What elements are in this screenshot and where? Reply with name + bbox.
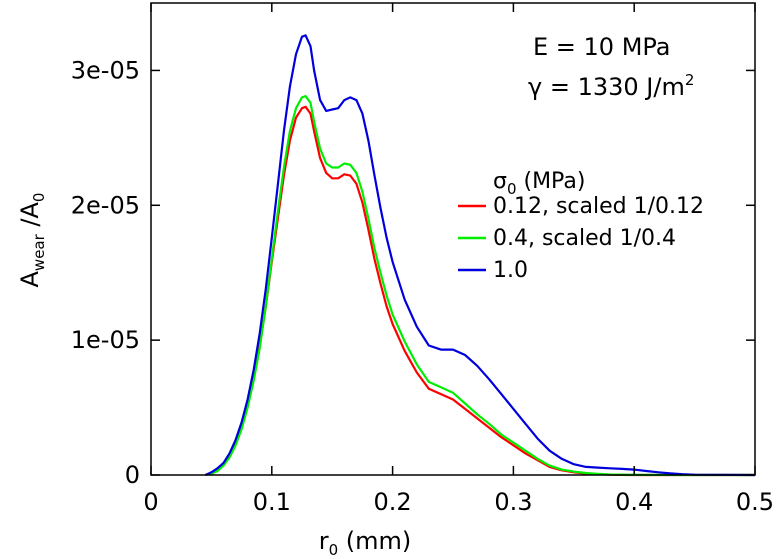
y-tick-label: 0: [125, 461, 140, 489]
x-tick-label: 0: [143, 488, 158, 516]
x-ticks: 0 0.1 0.2 0.3 0.4 0.5: [143, 3, 774, 516]
x-tick-label: 0.2: [374, 488, 412, 516]
legend: σ0 (MPa) 0.12, scaled 1/0.12 0.4, scaled …: [458, 169, 704, 283]
x-tick-label: 0.3: [494, 488, 532, 516]
y-ticks: 0 1e-05 2e-05 3e-05: [71, 56, 755, 489]
x-axis-label: r0 (mm): [319, 527, 412, 559]
series-line-2: [205, 95, 755, 477]
plot-series: [204, 34, 756, 477]
annotation-surface-energy: γ = 1330 J/m2: [528, 71, 694, 101]
legend-label-3: 1.0: [493, 258, 528, 283]
legend-label-2: 0.4, scaled 1/0.4: [493, 226, 676, 251]
x-tick-label: 0.1: [253, 488, 291, 516]
legend-title: σ0 (MPa): [493, 169, 585, 198]
x-tick-label: 0.4: [615, 488, 653, 516]
x-tick-label: 0.5: [736, 488, 774, 516]
y-axis-label: Awear /A0: [16, 193, 48, 288]
y-tick-label: 3e-05: [71, 56, 140, 84]
y-tick-label: 1e-05: [71, 326, 140, 354]
series-line-3: [204, 34, 756, 477]
plot-frame: [150, 2, 756, 476]
annotation-modulus: E = 10 MPa: [533, 33, 671, 61]
y-tick-label: 2e-05: [71, 191, 140, 219]
legend-label-1: 0.12, scaled 1/0.12: [493, 194, 704, 219]
series-line-1: [205, 105, 755, 477]
